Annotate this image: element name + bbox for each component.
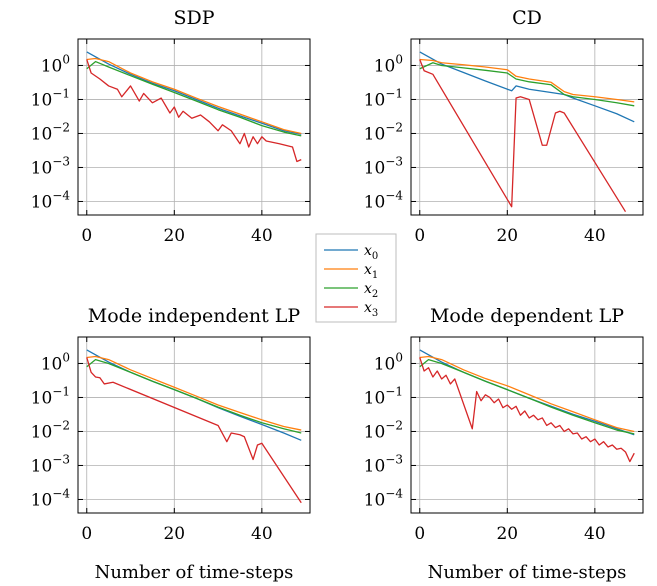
y-tick-label: 10−3 xyxy=(31,154,70,178)
series-group xyxy=(419,51,635,213)
x-tick-label: 20 xyxy=(163,524,185,544)
legend-box xyxy=(315,233,397,323)
series-line-x1 xyxy=(86,57,302,135)
plot-frame xyxy=(77,336,311,514)
y-tick-label: 10−3 xyxy=(364,452,403,476)
chart-title: SDP xyxy=(173,7,214,29)
series-line-x3 xyxy=(86,357,302,504)
chart-panel-3: 0 20 40 100 10−1 10−2 10−3 10−4 Mode dependent L… xyxy=(364,305,644,583)
x-axis-label: Number of time-steps xyxy=(428,562,627,583)
plot-frame xyxy=(410,38,644,216)
legend-label-3: x3 xyxy=(364,300,378,319)
chart-title: CD xyxy=(512,7,542,29)
series-line-x3 xyxy=(86,59,302,163)
x-tick-label: 40 xyxy=(251,226,273,246)
chart-panel-1: 0 20 40 100 10−1 10−2 10−3 10−4 CD xyxy=(364,7,644,246)
series-line-x2 xyxy=(419,358,635,435)
series-group xyxy=(86,349,302,504)
y-tick-label: 10−2 xyxy=(31,418,70,442)
series-line-x2 xyxy=(86,60,302,137)
series-line-x2 xyxy=(419,62,635,107)
y-tick-label: 100 xyxy=(41,350,70,374)
x-tick-label: 0 xyxy=(414,524,425,544)
x-tick-label: 40 xyxy=(584,524,606,544)
y-tick-label: 10−2 xyxy=(31,120,70,144)
chart-panel-2: 0 20 40 100 10−1 10−2 10−3 10−4 Mode independent… xyxy=(31,305,311,583)
chart-title: Mode independent LP xyxy=(88,305,301,327)
series-group xyxy=(419,349,635,463)
x-tick-label: 20 xyxy=(163,226,185,246)
y-tick-label: 10−4 xyxy=(364,188,404,212)
legend-label-2: x2 xyxy=(364,281,378,300)
y-tick-label: 10−2 xyxy=(364,418,403,442)
series-line-x3 xyxy=(419,59,627,213)
y-tick-label: 100 xyxy=(374,350,403,374)
y-tick-label: 100 xyxy=(374,52,403,76)
series-line-x2 xyxy=(86,358,302,434)
y-tick-label: 10−1 xyxy=(364,384,403,408)
y-tick-label: 10−1 xyxy=(31,86,70,110)
chart-panel-0: 0 20 40 100 10−1 10−2 10−3 10−4 SDP xyxy=(31,7,311,246)
chart-title: Mode dependent LP xyxy=(430,305,624,327)
series-line-x1 xyxy=(419,58,635,103)
plot-frame xyxy=(77,38,311,216)
y-tick-label: 10−4 xyxy=(31,486,71,510)
x-tick-label: 40 xyxy=(584,226,606,246)
series-line-x3 xyxy=(419,357,635,463)
y-tick-label: 10−1 xyxy=(364,86,403,110)
x-tick-label: 0 xyxy=(81,524,92,544)
series-group xyxy=(86,51,302,163)
x-tick-label: 20 xyxy=(496,226,518,246)
y-tick-label: 10−4 xyxy=(31,188,71,212)
x-tick-label: 40 xyxy=(251,524,273,544)
x-axis-label: Number of time-steps xyxy=(95,562,294,583)
y-tick-label: 10−3 xyxy=(31,452,70,476)
y-tick-label: 10−1 xyxy=(31,384,70,408)
y-tick-label: 10−2 xyxy=(364,120,403,144)
x-tick-label: 20 xyxy=(496,524,518,544)
y-tick-label: 10−4 xyxy=(364,486,404,510)
x-tick-label: 0 xyxy=(414,226,425,246)
legend-label-0: x0 xyxy=(364,243,378,262)
series-line-x0 xyxy=(86,51,302,135)
x-tick-label: 0 xyxy=(81,226,92,246)
series-line-x1 xyxy=(86,355,302,431)
y-tick-label: 100 xyxy=(41,52,70,76)
series-line-x1 xyxy=(419,355,635,433)
legend-label-1: x1 xyxy=(364,262,378,281)
plot-frame xyxy=(410,336,644,514)
y-tick-label: 10−3 xyxy=(364,154,403,178)
series-line-x0 xyxy=(419,51,635,123)
